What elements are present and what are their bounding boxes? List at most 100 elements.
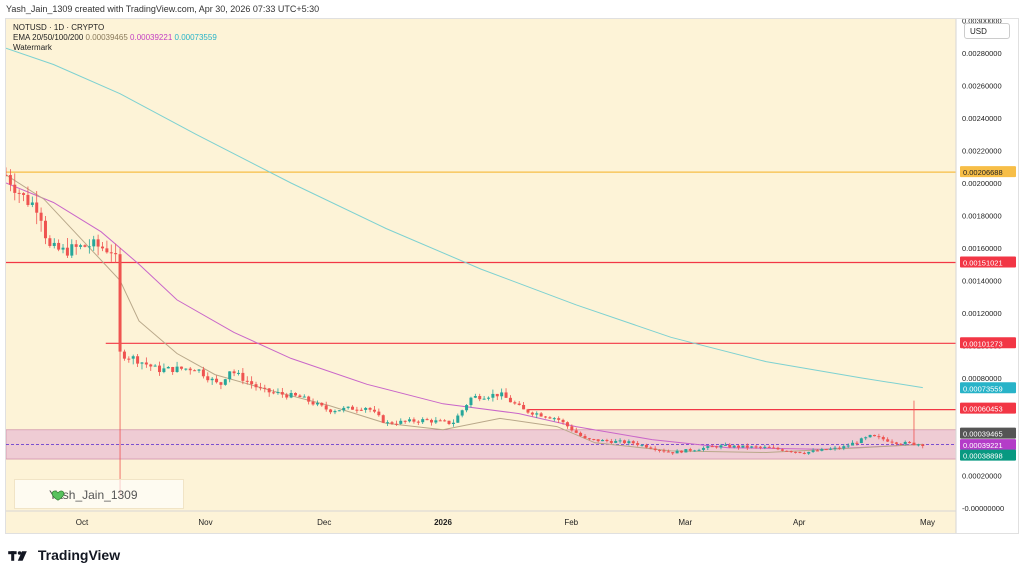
candle-body (776, 447, 780, 450)
candle-body (342, 407, 346, 411)
candle-body (153, 365, 157, 367)
candle-body (412, 419, 416, 422)
candle-body (206, 376, 210, 381)
candle-body (219, 382, 223, 385)
candle-body (478, 396, 482, 400)
candle-body (101, 246, 104, 249)
candle-body (8, 175, 12, 185)
candle-body (394, 423, 398, 425)
price-label-text: 0.00151021 (963, 259, 1003, 268)
candle-body (469, 397, 473, 406)
price-label-text: 0.00039221 (963, 441, 1003, 450)
candle-body (763, 446, 767, 448)
tradingview-logo-icon (8, 551, 27, 562)
candle-body (829, 448, 833, 450)
price-label-text: 0.00038898 (963, 452, 1003, 461)
candle-body (495, 393, 499, 397)
candle-body (26, 194, 30, 205)
candle-body (908, 441, 912, 443)
candle-body (754, 446, 758, 448)
candle-body (491, 393, 495, 398)
candle-body (122, 351, 126, 359)
candle-body (557, 418, 561, 420)
price-label-text: 0.00101273 (963, 339, 1003, 348)
ema50-value: 0.00039221 (130, 33, 173, 42)
ema200-value: 0.00073559 (174, 33, 217, 42)
price-label-text: 0.00073559 (963, 384, 1003, 393)
candle-body (35, 202, 39, 213)
candle-body (460, 410, 464, 416)
y-tick-label: 0.00200000 (962, 179, 1002, 188)
candle-body (851, 442, 855, 446)
candle-body (17, 192, 21, 194)
x-tick-label: Mar (678, 518, 692, 527)
candle-body (92, 239, 96, 247)
candle-body (6, 174, 8, 176)
candle-body (381, 415, 385, 423)
candle-body (614, 440, 618, 443)
candle-body (263, 387, 267, 389)
candle-body (903, 441, 907, 445)
price-label-box (960, 439, 1016, 451)
candle-body (785, 450, 789, 452)
candle-body (666, 451, 670, 453)
price-label-box (960, 166, 1016, 178)
candle-body (802, 452, 806, 454)
candle-body (355, 409, 359, 411)
candle-body (811, 450, 815, 452)
candle-body (298, 395, 302, 398)
candle-body (517, 403, 521, 405)
created-by-text: Yash_Jain_1309 created with TradingView.… (6, 4, 320, 14)
candle-body (886, 439, 890, 442)
candle-body (658, 449, 662, 451)
currency-selector[interactable]: USD (964, 23, 1010, 39)
candle-body (693, 450, 697, 452)
candle-body (193, 370, 197, 372)
candle-body (74, 244, 78, 247)
price-label-box (960, 382, 1016, 394)
candle-body (421, 419, 425, 423)
candle-body (201, 369, 205, 377)
chart-area[interactable]: 0.00300000 0.00280000 0.00260000 0.00240000… (5, 18, 1019, 534)
candle-body (447, 420, 451, 425)
candle-body (171, 367, 175, 373)
y-tick-label: 0.00160000 (962, 244, 1002, 253)
y-tick-label: 0.00120000 (962, 309, 1002, 318)
candle-body (22, 193, 26, 195)
candle-body (175, 366, 179, 373)
candle-body (570, 426, 574, 431)
candle-body (232, 371, 236, 374)
ema-row: EMA 20/50/100/200 0.00039465 0.00039221 … (13, 33, 217, 43)
price-label-box (960, 256, 1016, 268)
ema20-value: 0.00039465 (85, 33, 128, 42)
candle-body (351, 406, 355, 410)
ema50-line (6, 182, 923, 450)
candle-body (873, 434, 876, 437)
candle-body (443, 420, 447, 422)
price-label-text: 0.00039465 (963, 430, 1003, 439)
y-tick-label: 0.00220000 (962, 147, 1002, 156)
candle-body (530, 412, 534, 415)
candle-body (653, 448, 657, 450)
candle-body (881, 437, 885, 440)
candle-body (465, 405, 469, 411)
candle-body (416, 421, 420, 423)
candle-body (710, 446, 714, 448)
candle-body (149, 364, 153, 367)
y-tick-label: 0.00240000 (962, 114, 1002, 123)
candle-body (544, 416, 548, 418)
candle-body (890, 441, 894, 443)
candle-body (324, 405, 328, 410)
candle-body (601, 439, 605, 442)
brand-logo[interactable]: TradingView (8, 545, 120, 565)
candle-body (408, 419, 412, 422)
candle-body (272, 392, 276, 394)
candle-body (636, 443, 640, 446)
candle-body (899, 443, 903, 445)
heart-icon (51, 490, 65, 501)
candle-body (894, 442, 898, 444)
y-tick-label: 0.00020000 (962, 471, 1002, 480)
candle-body (83, 245, 87, 247)
candle-body (285, 394, 289, 398)
price-chart[interactable]: 0.00300000 0.00280000 0.00260000 0.00240000… (6, 19, 1018, 533)
